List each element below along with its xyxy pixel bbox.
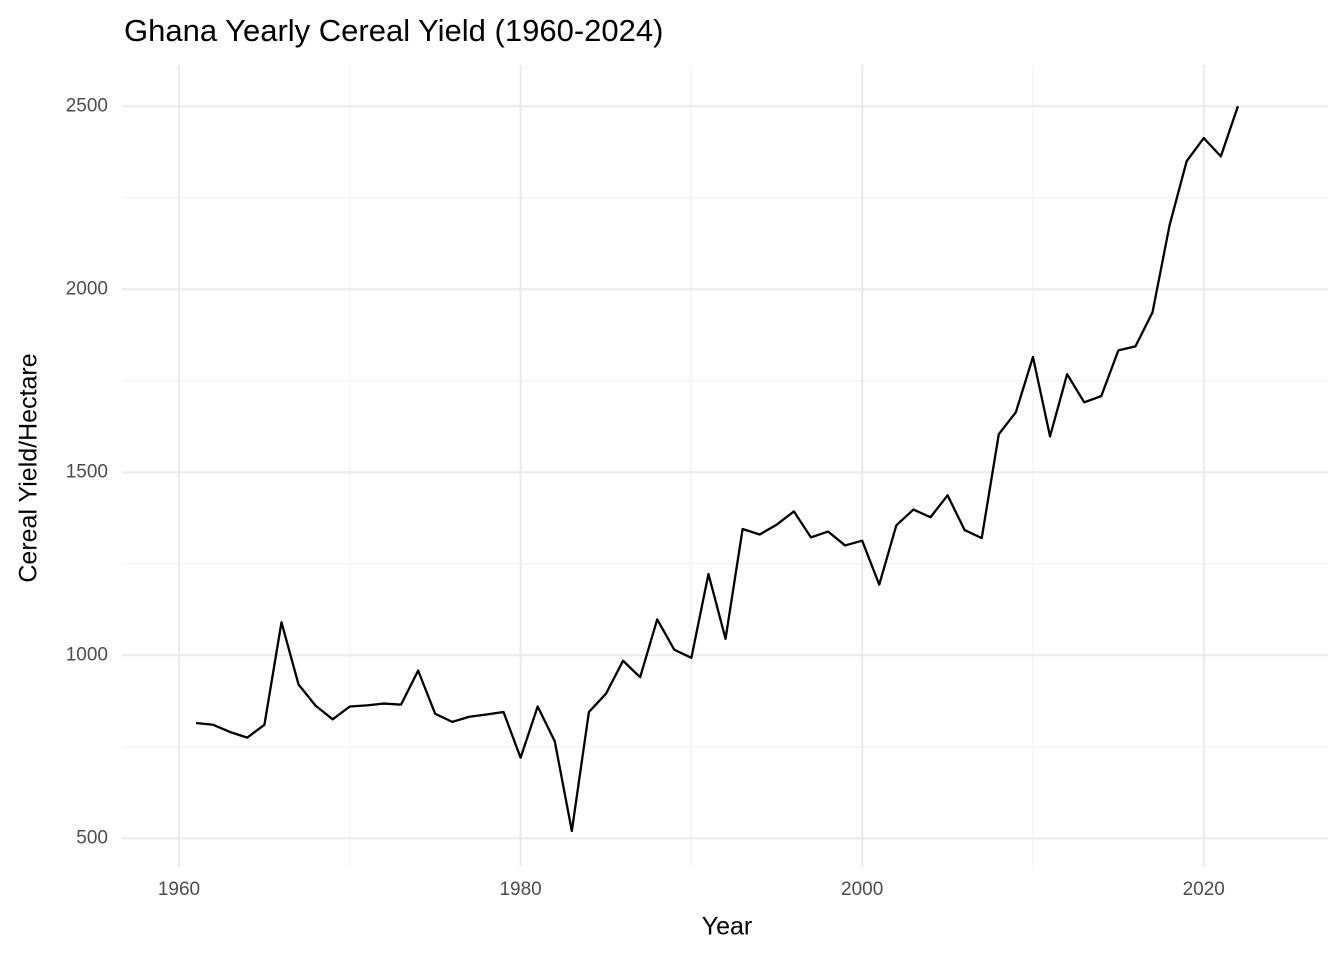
x-tick-label: 1960 [158, 879, 200, 900]
x-tick-label: 1980 [499, 879, 541, 900]
y-axis-title: Cereal Yield/Hectare [15, 353, 43, 582]
y-tick-label: 500 [76, 827, 108, 848]
x-tick-label: 2000 [841, 879, 883, 900]
data-line [195, 105, 1239, 833]
y-tick-label: 2000 [66, 278, 108, 299]
x-tick-label: 2020 [1183, 879, 1225, 900]
y-tick-label: 1000 [66, 644, 108, 665]
x-axis-title: Year [702, 913, 753, 941]
chart-title: Ghana Yearly Cereal Yield (1960-2024) [124, 13, 663, 48]
y-tick-label: 2500 [66, 95, 108, 116]
y-tick-label: 1500 [66, 461, 108, 482]
